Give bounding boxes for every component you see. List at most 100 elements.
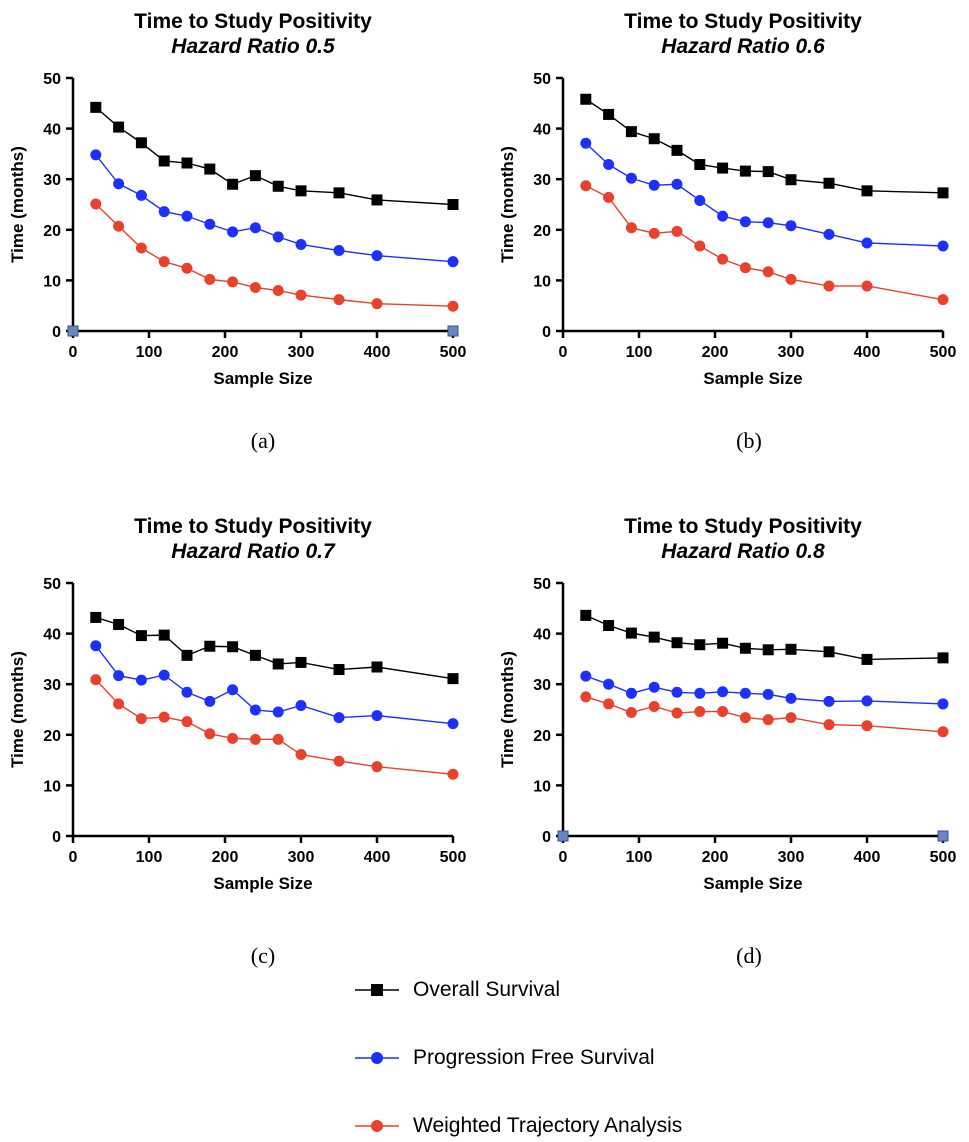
data-point-overall-survival — [204, 640, 216, 652]
legend-label: Weighted Trajectory Analysis — [413, 1114, 683, 1137]
series-line-progression-free-survival — [95, 154, 454, 263]
axis-end-marker — [557, 830, 569, 842]
data-point-weighted-trajectory-analysis — [694, 706, 706, 718]
data-point-overall-survival — [371, 194, 383, 206]
data-point-overall-survival — [181, 649, 193, 661]
data-point-weighted-trajectory-analysis — [603, 698, 615, 710]
y-tick-label: 20 — [43, 728, 61, 745]
data-point-progression-free-survival — [295, 699, 307, 711]
data-point-weighted-trajectory-analysis — [717, 706, 729, 718]
data-point-progression-free-survival — [580, 137, 592, 149]
y-tick-label: 20 — [533, 223, 551, 240]
data-point-overall-survival — [694, 159, 706, 171]
data-point-overall-survival — [333, 187, 345, 199]
data-point-overall-survival — [739, 165, 751, 177]
data-point-progression-free-survival — [717, 686, 729, 698]
data-point-weighted-trajectory-analysis — [181, 262, 193, 274]
x-tick-label: 400 — [364, 849, 391, 866]
data-point-progression-free-survival — [333, 712, 345, 724]
data-point-progression-free-survival — [580, 670, 592, 682]
data-point-weighted-trajectory-analysis — [272, 733, 284, 745]
data-point-progression-free-survival — [204, 695, 216, 707]
data-point-weighted-trajectory-analysis — [90, 674, 102, 686]
data-point-weighted-trajectory-analysis — [135, 713, 147, 725]
series-line-weighted-trajectory-analysis — [95, 679, 454, 775]
y-tick-label: 30 — [533, 172, 551, 189]
y-tick-label: 50 — [43, 576, 61, 593]
data-point-weighted-trajectory-analysis — [90, 198, 102, 210]
data-point-weighted-trajectory-analysis — [739, 712, 751, 724]
x-axis-label: Sample Size — [213, 369, 312, 388]
data-point-overall-survival — [135, 630, 147, 642]
data-point-weighted-trajectory-analysis — [447, 768, 459, 780]
data-point-progression-free-survival — [823, 695, 835, 707]
x-tick-label: 0 — [69, 849, 78, 866]
data-point-progression-free-survival — [135, 674, 147, 686]
data-point-weighted-trajectory-analysis — [603, 191, 615, 203]
data-point-weighted-trajectory-analysis — [227, 276, 239, 288]
panel-label-b: (b) — [736, 428, 762, 453]
y-tick-label: 40 — [43, 122, 61, 139]
data-point-weighted-trajectory-analysis — [158, 711, 170, 723]
x-tick-label: 200 — [212, 344, 239, 361]
data-point-weighted-trajectory-analysis — [135, 242, 147, 254]
data-point-weighted-trajectory-analysis — [580, 691, 592, 703]
data-point-progression-free-survival — [272, 231, 284, 243]
data-point-overall-survival — [135, 137, 147, 149]
data-point-weighted-trajectory-analysis — [861, 720, 873, 732]
series-line-weighted-trajectory-analysis — [585, 185, 944, 301]
chart-panel-a: Time to Study Positivity Hazard Ratio 0.5… — [0, 0, 480, 415]
legend-square-marker-icon — [355, 984, 399, 996]
x-tick-label: 200 — [702, 344, 729, 361]
data-point-progression-free-survival — [135, 189, 147, 201]
data-point-weighted-trajectory-analysis — [227, 732, 239, 744]
chart-title: Time to Study Positivity — [624, 515, 862, 538]
data-point-progression-free-survival — [694, 194, 706, 206]
series-progression-free-survival — [90, 149, 459, 268]
series-overall-survival — [90, 611, 459, 685]
data-point-weighted-trajectory-analysis — [785, 273, 797, 285]
data-point-overall-survival — [580, 609, 592, 621]
legend-item-progression-free-survival: Progression Free Survival — [355, 1043, 655, 1073]
data-point-weighted-trajectory-analysis — [272, 285, 284, 297]
data-point-progression-free-survival — [625, 172, 637, 184]
data-point-overall-survival — [762, 166, 774, 178]
legend: Overall Survival Progression Free Surviv… — [355, 975, 775, 1137]
data-point-weighted-trajectory-analysis — [249, 733, 261, 745]
y-tick-label: 30 — [43, 677, 61, 694]
data-point-weighted-trajectory-analysis — [181, 716, 193, 728]
x-tick-label: 100 — [136, 849, 163, 866]
y-tick-label: 20 — [43, 223, 61, 240]
data-point-overall-survival — [249, 649, 261, 661]
x-tick-label: 500 — [930, 849, 957, 866]
data-point-weighted-trajectory-analysis — [937, 726, 949, 738]
series-weighted-trajectory-analysis — [90, 674, 459, 780]
chart-panel-c: Time to Study Positivity Hazard Ratio 0.7… — [0, 505, 480, 920]
data-point-overall-survival — [671, 144, 683, 156]
axis-end-marker — [67, 325, 79, 337]
data-point-overall-survival — [785, 174, 797, 186]
axis-end-marker — [447, 325, 459, 337]
data-point-weighted-trajectory-analysis — [625, 222, 637, 234]
data-point-overall-survival — [580, 93, 592, 105]
legend-marker — [371, 1052, 383, 1064]
data-point-weighted-trajectory-analysis — [739, 262, 751, 274]
chart-subtitle: Hazard Ratio 0.5 — [171, 35, 335, 58]
y-tick-label: 0 — [52, 324, 61, 341]
data-point-weighted-trajectory-analysis — [671, 225, 683, 237]
data-point-progression-free-survival — [823, 228, 835, 240]
data-point-progression-free-survival — [785, 692, 797, 704]
data-point-overall-survival — [823, 646, 835, 658]
series-line-overall-survival — [585, 98, 944, 194]
data-point-overall-survival — [113, 618, 125, 630]
data-point-weighted-trajectory-analysis — [625, 707, 637, 719]
series-overall-survival — [580, 93, 949, 199]
data-point-weighted-trajectory-analysis — [333, 755, 345, 767]
y-tick-label: 0 — [542, 829, 551, 846]
data-point-progression-free-survival — [861, 237, 873, 249]
series-progression-free-survival — [580, 137, 949, 252]
y-tick-label: 0 — [542, 324, 551, 341]
x-tick-label: 0 — [69, 344, 78, 361]
data-point-progression-free-survival — [272, 706, 284, 718]
data-point-weighted-trajectory-analysis — [671, 707, 683, 719]
